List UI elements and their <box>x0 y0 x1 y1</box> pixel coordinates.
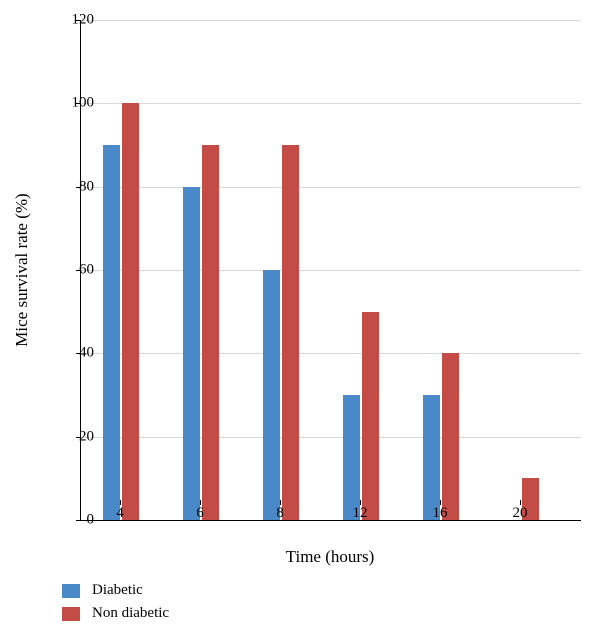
bar-non-diabetic <box>202 145 220 520</box>
bar-diabetic <box>263 270 281 520</box>
gridline <box>81 187 581 188</box>
legend-item: Diabetic <box>62 582 169 599</box>
xtick-label: 12 <box>353 505 368 522</box>
bar-diabetic <box>423 395 441 520</box>
xtick-label: 4 <box>116 505 124 522</box>
ytick-label: 60 <box>54 262 94 279</box>
ytick-label: 80 <box>54 178 94 195</box>
legend: Diabetic Non diabetic <box>62 582 169 628</box>
legend-label: Non diabetic <box>92 605 169 622</box>
y-axis-label: Mice survival rate (%) <box>12 193 32 346</box>
bar-non-diabetic <box>442 353 460 520</box>
bar-diabetic <box>183 187 201 520</box>
ytick-label: 20 <box>54 428 94 445</box>
bar-non-diabetic <box>362 312 380 520</box>
bar-diabetic <box>103 145 121 520</box>
legend-item: Non diabetic <box>62 605 169 622</box>
gridline <box>81 20 581 21</box>
bar-non-diabetic <box>282 145 300 520</box>
legend-swatch <box>62 584 80 598</box>
xtick-label: 8 <box>276 505 284 522</box>
survival-bar-chart: Mice survival rate (%) Time (hours) Diab… <box>0 0 600 638</box>
ytick-label: 0 <box>54 512 94 529</box>
gridline <box>81 353 581 354</box>
legend-label: Diabetic <box>92 582 143 599</box>
bar-non-diabetic <box>122 103 140 520</box>
xtick-label: 16 <box>433 505 448 522</box>
xtick-label: 20 <box>513 505 528 522</box>
x-axis-label: Time (hours) <box>286 547 375 567</box>
gridline <box>81 270 581 271</box>
ytick-label: 120 <box>54 12 94 29</box>
gridline <box>81 437 581 438</box>
ytick-label: 100 <box>54 95 94 112</box>
legend-swatch <box>62 607 80 621</box>
ytick-label: 40 <box>54 345 94 362</box>
xtick-label: 6 <box>196 505 204 522</box>
gridline <box>81 103 581 104</box>
bar-diabetic <box>343 395 361 520</box>
plot-area <box>80 20 581 521</box>
